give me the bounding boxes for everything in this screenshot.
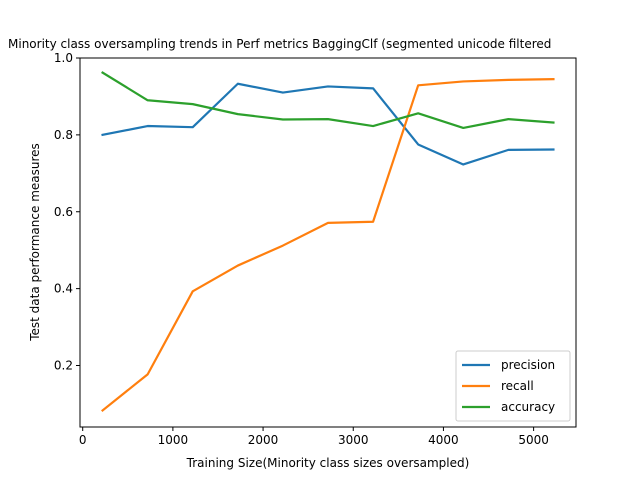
y-axis-label: Test data performance measures [28, 143, 42, 342]
y-tick-label: 0.6 [54, 205, 73, 219]
y-tick-label: 0.2 [54, 359, 73, 373]
x-tick-label: 1000 [158, 433, 189, 447]
legend-label-accuracy: accuracy [501, 400, 555, 414]
y-tick-label: 0.8 [54, 128, 73, 142]
legend-frame [455, 350, 571, 422]
x-tick-label: 0 [79, 433, 87, 447]
y-tick-label: 1.0 [54, 51, 73, 65]
x-axis-label: Training Size(Minority class sizes overs… [186, 456, 470, 470]
x-tick-label: 4000 [428, 433, 459, 447]
chart-title: Minority class oversampling trends in Pe… [8, 37, 551, 51]
axes-frame [79, 57, 577, 428]
x-axis-ticks: 0 1000 2000 3000 4000 5000 [79, 427, 549, 447]
legend: precision recall accuracy [455, 350, 571, 422]
y-tick-label: 0.4 [54, 282, 73, 296]
series-line-recall [101, 78, 555, 413]
series-line-accuracy [101, 71, 555, 130]
y-axis-ticks: 0.2 0.4 0.6 0.8 1.0 [54, 51, 80, 373]
legend-label-precision: precision [501, 358, 555, 372]
x-tick-label: 3000 [338, 433, 369, 447]
x-tick-label: 5000 [518, 433, 549, 447]
legend-label-recall: recall [501, 379, 534, 393]
series-line-precision [101, 82, 555, 166]
plot-lines [101, 71, 555, 413]
x-tick-label: 2000 [248, 433, 279, 447]
